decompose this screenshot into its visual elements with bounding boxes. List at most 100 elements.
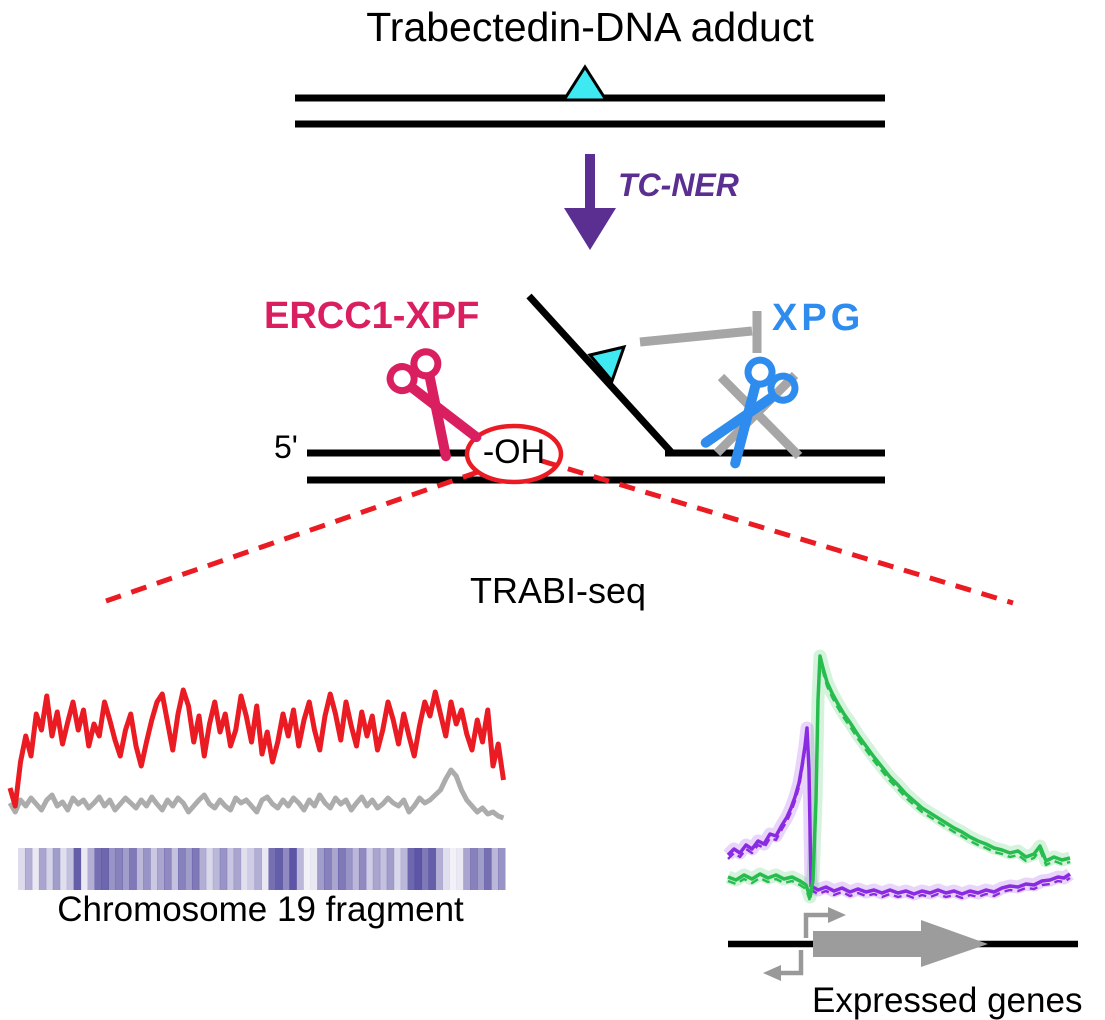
gene-arrowhead <box>921 920 988 967</box>
heatmap-bar <box>351 848 360 890</box>
heatmap-bar <box>136 848 144 890</box>
heatmap-bar <box>317 848 325 890</box>
xpg-inhibition-tbar-icon <box>639 311 762 353</box>
heatmap-bar <box>108 848 116 890</box>
trabi-signal-trace-red <box>7 687 506 809</box>
tcner-arrow-icon <box>564 154 616 250</box>
ercc1-xpf-label: ERCC1-XPF <box>264 295 480 337</box>
trabectedin-adduct-icon <box>561 64 609 102</box>
heatmap-bar <box>240 848 249 890</box>
heatmap-bar <box>233 848 242 890</box>
heatmap-bar <box>52 848 61 890</box>
tcner-label: TC-NER <box>618 167 739 203</box>
heatmap-bar <box>428 848 436 890</box>
tss-antisense-arrow-icon <box>763 950 804 981</box>
heatmap-bar <box>393 848 402 890</box>
scissors-blade <box>424 372 451 462</box>
heatmap-bar <box>115 848 123 890</box>
heatmap-bar <box>386 848 395 890</box>
tss-arrow-line <box>779 950 804 976</box>
scissors-xpg-icon <box>700 356 799 469</box>
figure-title: Trabectedin-DNA adduct <box>366 4 814 50</box>
chromosome-track-chart <box>7 687 506 890</box>
heatmap-bar <box>442 848 450 890</box>
trabi-seq-label: TRABI-seq <box>469 570 647 611</box>
heatmap-bar <box>198 848 207 890</box>
gene-body <box>813 931 923 957</box>
flap-strand-diagonal <box>526 293 675 456</box>
heatmap-bar <box>143 848 151 890</box>
heatmap-bar <box>498 848 506 890</box>
purple-confidence-ribbon <box>723 721 1074 901</box>
dashed-callout-right <box>541 458 1014 606</box>
heatmap-bar <box>66 848 75 890</box>
heatmap-bar <box>303 848 311 890</box>
heatmap-bar <box>289 848 297 890</box>
heatmap-bar <box>45 848 54 890</box>
tss-sense-arrow-icon <box>803 907 846 938</box>
heatmap-bar <box>484 848 492 890</box>
chromosome-fragment-label: Chromosome 19 fragment <box>57 890 464 929</box>
heatmap-bar <box>261 848 269 890</box>
blocked-xpg-scissors <box>700 356 803 469</box>
metagene-chart <box>723 649 1074 904</box>
heatmap-bar <box>407 848 416 890</box>
heatmap-bar <box>491 848 499 890</box>
heatmap-bar <box>463 848 471 890</box>
heatmap-bar <box>324 848 332 890</box>
dna-duplex-top <box>295 64 885 128</box>
heatmap-bar <box>219 848 228 890</box>
heatmap-bar <box>456 848 464 890</box>
heatmap-bar <box>87 848 96 890</box>
adduct-on-flap-icon <box>587 344 627 384</box>
purple-trace-solid <box>726 726 1071 896</box>
control-trace-gray <box>7 767 505 821</box>
heatmap-bar <box>268 848 276 890</box>
green-confidence-ribbon <box>725 649 1072 904</box>
tss-arrow-line <box>803 912 830 938</box>
heatmap-bar <box>59 848 68 890</box>
heatmap-bar <box>38 848 47 890</box>
scissors-blade <box>730 380 761 469</box>
heatmap-bar <box>101 848 109 890</box>
oh-end-circle <box>464 423 564 485</box>
heatmap-bar <box>191 848 200 890</box>
heatmap-bar <box>331 848 339 890</box>
tss-arrow-head <box>828 907 846 923</box>
heatmap-bar <box>365 848 374 890</box>
heatmap-bar <box>184 848 193 890</box>
heatmap-bar <box>94 848 102 890</box>
scissors-blade <box>407 383 482 443</box>
heatmap-bar <box>205 848 214 890</box>
heatmap-bar <box>372 848 381 890</box>
heatmap-bar <box>449 848 457 890</box>
gene-model <box>728 907 1078 981</box>
heatmap-bar <box>171 848 179 890</box>
tss-arrow-head <box>763 965 781 981</box>
heatmap-bar <box>296 848 304 890</box>
heatmap-bar <box>379 848 388 890</box>
heatmap-bar <box>18 848 26 890</box>
excision-intermediate <box>307 293 885 485</box>
five-prime-label: 5' <box>274 429 298 465</box>
heatmap-bar <box>275 848 283 890</box>
heatmap-bar <box>226 848 235 890</box>
heatmap-bar <box>178 848 186 890</box>
green-trace-dashed <box>727 658 1071 903</box>
heatmap-bar <box>31 848 40 890</box>
heatmap-bar <box>338 848 346 890</box>
heatmap-bar <box>421 848 429 890</box>
purple-trace-dashed <box>727 730 1071 900</box>
heatmap-bar <box>150 848 158 890</box>
coverage-heatmap-strip <box>18 848 506 890</box>
heatmap-bar <box>73 848 82 890</box>
heatmap-bar <box>247 848 256 890</box>
xpg-label: XPG <box>772 297 865 339</box>
heatmap-bar <box>80 848 89 890</box>
heatmap-bar <box>435 848 443 890</box>
heatmap-bar <box>157 848 165 890</box>
scissors-blade <box>700 392 777 448</box>
heatmap-bar <box>282 848 290 890</box>
